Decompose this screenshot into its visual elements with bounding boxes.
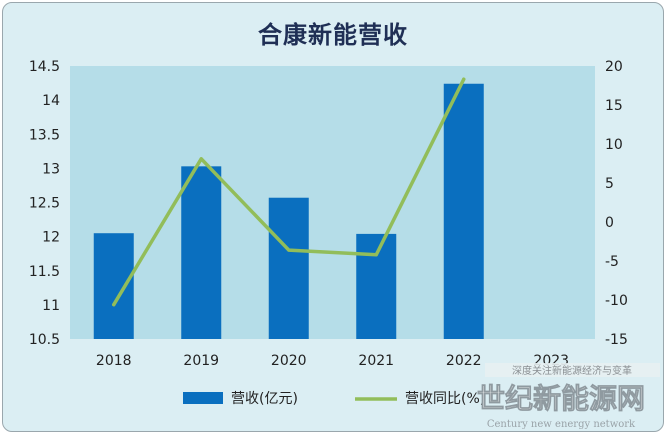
revenue-bar <box>181 166 222 339</box>
y-right-tick-label: -15 <box>605 332 628 348</box>
y-left-tick-label: 14 <box>42 93 60 109</box>
plot-area <box>70 66 595 339</box>
y-left-tick-label: 11 <box>42 298 60 314</box>
x-tick-label: 2020 <box>271 353 307 369</box>
yoy-growth-point <box>287 248 291 252</box>
legend-label-yoy: 营收同比(%) <box>405 391 485 407</box>
chart-frame: 合康新能营收 10.5 11 11.5 12 12.5 13 13.5 14 14.5 -15 -1… <box>2 2 664 432</box>
yoy-growth-point <box>112 303 116 307</box>
watermark-subline: Century new energy network <box>487 419 636 430</box>
y-right-tick-label: 10 <box>605 137 623 153</box>
watermark-logo: 世纪新能源网 <box>477 382 645 415</box>
revenue-bar <box>268 197 309 339</box>
y-right-tick-label: 20 <box>605 59 623 75</box>
y-left-tick-label: 12 <box>42 230 60 246</box>
legend-swatch-revenue <box>183 392 223 404</box>
y-left-tick-label: 12.5 <box>29 196 60 212</box>
y-left-tick-label: 13.5 <box>29 127 60 143</box>
y-right-tick-label: 0 <box>605 215 614 231</box>
combo-chart: 10.5 11 11.5 12 12.5 13 13.5 14 14.5 -15 -10 -5 0 5 10… <box>29 59 660 430</box>
x-tick-label: 2018 <box>96 353 132 369</box>
legend-label-revenue: 营收(亿元) <box>231 391 298 407</box>
y-right-tick-label: -10 <box>605 293 628 309</box>
x-tick-label: 2019 <box>183 353 219 369</box>
x-tick-label: 2021 <box>358 353 394 369</box>
y-left-tick-label: 13 <box>42 161 60 177</box>
y-left-tick-label: 10.5 <box>29 332 60 348</box>
watermark-banner <box>485 363 660 377</box>
y-left-tick-label: 11.5 <box>29 264 60 280</box>
revenue-bar <box>356 233 397 339</box>
chart-title: 合康新能营收 <box>258 21 408 49</box>
revenue-bar <box>443 83 484 340</box>
x-tick-label: 2022 <box>446 353 482 369</box>
y-right-tick-label: -5 <box>605 254 619 270</box>
yoy-growth-point <box>199 157 203 161</box>
yoy-growth-point <box>462 77 466 81</box>
y-right-tick-label: 5 <box>605 176 614 192</box>
yoy-growth-point <box>374 253 378 257</box>
watermark-tagline: 深度关注新能源经济与变革 <box>512 364 632 377</box>
y-right-tick-label: 15 <box>605 98 623 114</box>
y-left-tick-label: 14.5 <box>29 59 60 75</box>
revenue-bar <box>93 233 134 339</box>
